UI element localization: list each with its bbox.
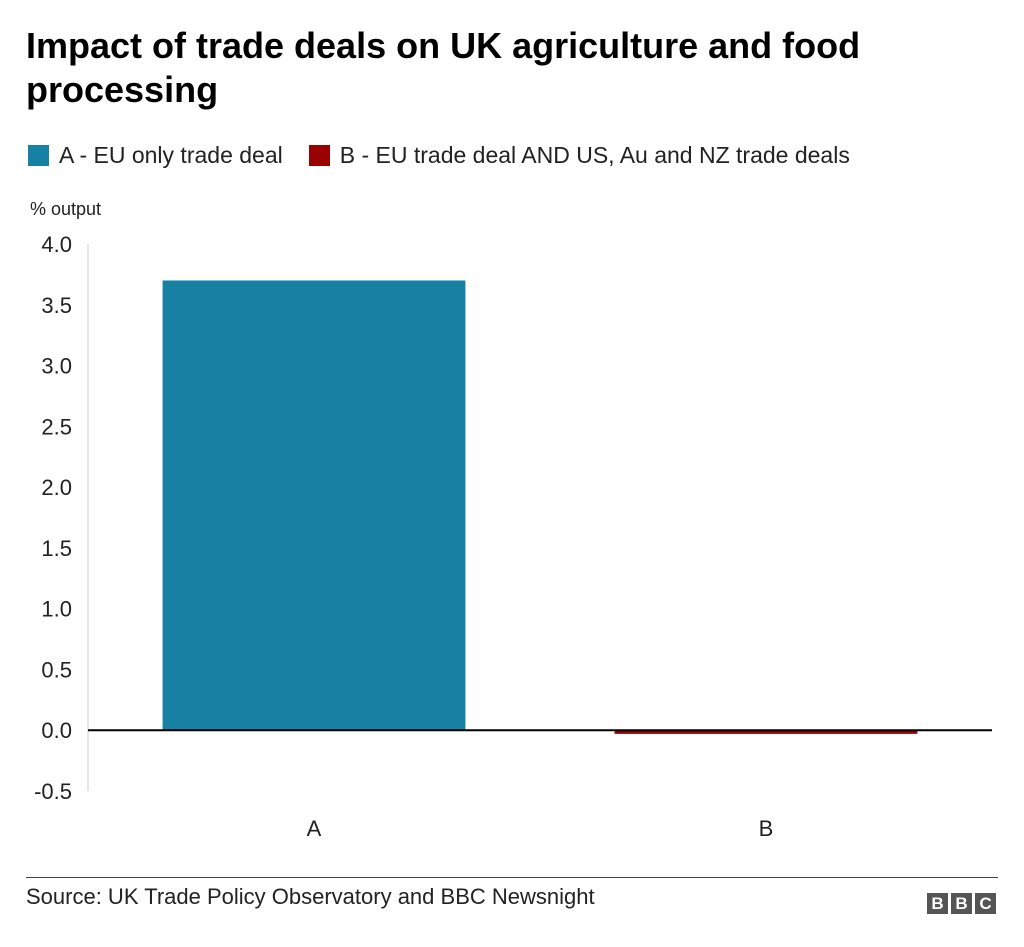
legend-swatch-a	[28, 145, 49, 166]
y-tick-label: 4.0	[41, 232, 72, 257]
x-tick-label: B	[759, 816, 774, 841]
legend-swatch-b	[308, 145, 330, 166]
bbc-logo-letter: C	[975, 893, 996, 914]
y-tick-label: 1.5	[41, 536, 72, 561]
bbc-logo: B B C	[927, 893, 999, 914]
bar-a	[162, 280, 466, 731]
bar-b	[614, 730, 918, 734]
source-note: Source: UK Trade Policy Observatory and …	[26, 884, 595, 909]
footer-divider	[26, 877, 998, 878]
y-tick-label: 1.0	[41, 597, 72, 622]
bbc-logo-letter: B	[927, 893, 948, 914]
bbc-logo-letter: B	[951, 893, 972, 914]
y-tick-label: -0.5	[34, 779, 72, 804]
y-tick-label: 2.0	[41, 475, 72, 500]
y-axis-label: % output	[30, 199, 102, 219]
legend-item-b: B - EU trade deal AND US, Au and NZ trad…	[308, 142, 850, 169]
x-tick-label: A	[307, 816, 322, 841]
y-tick-label: 3.5	[41, 293, 72, 318]
chart-title: Impact of trade deals on UK agriculture …	[26, 25, 861, 110]
legend-item-a: A - EU only trade deal	[28, 142, 283, 169]
chart-legend: A - EU only trade deal B - EU trade deal…	[28, 142, 876, 169]
legend-label-b: B - EU trade deal AND US, Au and NZ trad…	[339, 142, 850, 168]
bar-chart: 4.0 3.5 3.0 2.5 2.0 1.5 1.0 0.5 0.0 -0.5 A B	[34, 232, 992, 841]
y-tick-label: 0.0	[41, 718, 72, 743]
legend-label-a: A - EU only trade deal	[59, 142, 283, 168]
y-tick-label: 0.5	[41, 657, 72, 682]
y-tick-label: 3.0	[41, 354, 72, 379]
y-tick-label: 2.5	[41, 414, 72, 439]
